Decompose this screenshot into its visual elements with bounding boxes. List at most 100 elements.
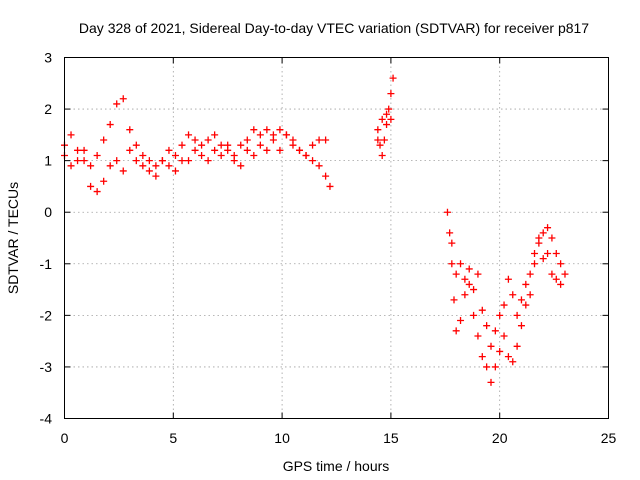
data-point [552, 249, 560, 257]
data-point [211, 131, 219, 139]
data-point [544, 249, 552, 257]
y-tick-label: -2 [40, 307, 53, 323]
data-point [237, 141, 245, 149]
data-point [383, 110, 391, 118]
data-point [139, 151, 147, 159]
data-point [465, 265, 473, 273]
data-point [165, 162, 173, 170]
data-point [487, 342, 495, 350]
data-point [535, 239, 543, 247]
data-point [250, 151, 258, 159]
data-point [557, 260, 565, 268]
data-point [557, 280, 565, 288]
data-point [517, 322, 525, 330]
axis-ticks: 0 5 10 15 20 25 -4 -3 -2 -1 0 1 2 3 [40, 50, 617, 447]
y-axis-label: SDTVAR / TECUs [5, 182, 21, 294]
data-point [531, 249, 539, 257]
data-point [106, 162, 114, 170]
y-tick-label: 1 [44, 153, 52, 169]
data-point [504, 353, 512, 361]
y-tick-label: 3 [44, 50, 52, 66]
x-tick-label: 15 [383, 430, 399, 446]
data-point [548, 234, 556, 242]
data-point [119, 167, 127, 175]
data-point [539, 255, 547, 263]
data-point [282, 131, 290, 139]
data-point [374, 126, 382, 134]
data-point [67, 162, 75, 170]
data-point [380, 136, 388, 144]
data-point [443, 208, 451, 216]
data-point [237, 162, 245, 170]
data-point [470, 286, 478, 294]
data-point [522, 301, 530, 309]
data-point [509, 358, 517, 366]
grid-lines [64, 57, 609, 419]
data-point [113, 157, 121, 165]
data-point [531, 260, 539, 268]
data-point [478, 306, 486, 314]
data-point [322, 136, 330, 144]
data-point [452, 270, 460, 278]
data-point [106, 121, 114, 129]
data-point [276, 126, 284, 134]
data-point [552, 275, 560, 283]
data-point [191, 136, 199, 144]
data-point [517, 296, 525, 304]
data-point [496, 347, 504, 355]
data-point [132, 141, 140, 149]
data-point [561, 270, 569, 278]
data-point [80, 146, 88, 154]
data-series [61, 74, 569, 386]
data-point [263, 146, 271, 154]
data-point [383, 121, 391, 129]
data-point [457, 317, 465, 325]
x-tick-label: 10 [274, 430, 290, 446]
data-point [230, 157, 238, 165]
data-point [100, 177, 108, 185]
data-point [204, 136, 212, 144]
data-point [276, 146, 284, 154]
data-point [315, 136, 323, 144]
data-point [457, 260, 465, 268]
data-point [322, 172, 330, 180]
data-point [522, 280, 530, 288]
data-point [491, 363, 499, 371]
data-point [126, 126, 134, 134]
x-tick-label: 25 [601, 430, 617, 446]
data-point [87, 182, 95, 190]
data-point [93, 151, 101, 159]
data-point [132, 157, 140, 165]
data-point [178, 141, 186, 149]
data-point [448, 260, 456, 268]
data-point [171, 151, 179, 159]
data-point [204, 157, 212, 165]
data-point [171, 167, 179, 175]
data-point [483, 363, 491, 371]
y-tick-label: -3 [40, 359, 53, 375]
data-point [474, 270, 482, 278]
data-point [376, 141, 384, 149]
data-point [487, 378, 495, 386]
data-point [513, 311, 521, 319]
data-point [243, 146, 251, 154]
data-point [198, 151, 206, 159]
data-point [139, 162, 147, 170]
data-point [145, 167, 153, 175]
data-point [448, 239, 456, 247]
x-tick-label: 0 [61, 430, 69, 446]
data-point [256, 141, 264, 149]
data-point [165, 146, 173, 154]
data-point [100, 136, 108, 144]
data-point [191, 146, 199, 154]
data-point [243, 136, 251, 144]
x-axis-label: GPS time / hours [283, 458, 390, 474]
data-point [80, 157, 88, 165]
data-point [217, 141, 225, 149]
data-point [500, 332, 508, 340]
data-point [378, 151, 386, 159]
data-point [93, 188, 101, 196]
data-point [470, 311, 478, 319]
data-point [198, 141, 206, 149]
